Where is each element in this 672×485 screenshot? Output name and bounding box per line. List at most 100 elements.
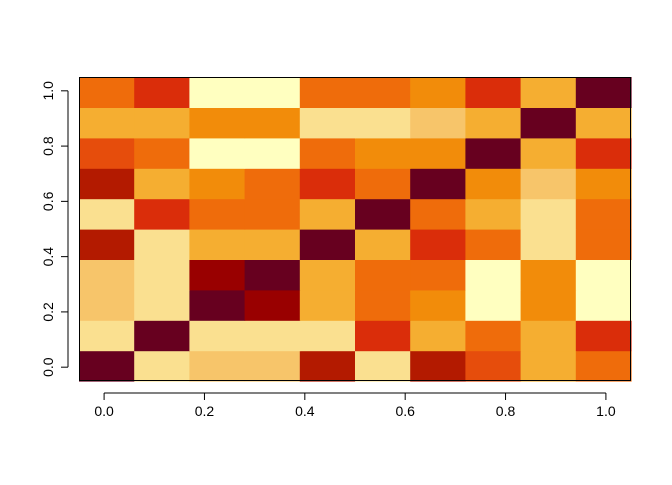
- x-tick-label: 1.0: [596, 403, 616, 419]
- heatmap-cell: [299, 77, 356, 108]
- heatmap-cell: [575, 137, 632, 169]
- heatmap-cell: [520, 320, 577, 352]
- heatmap-cell: [355, 350, 411, 382]
- heatmap-cell: [355, 107, 411, 139]
- heatmap-cell: [520, 289, 577, 321]
- heatmap-cell: [299, 350, 356, 382]
- heatmap-cell: [299, 289, 356, 321]
- heatmap-cell: [189, 137, 246, 169]
- heatmap-cell: [520, 350, 577, 382]
- heatmap-cell: [79, 259, 135, 291]
- heatmap-cell: [134, 289, 190, 321]
- y-tick-label: 1.0: [40, 81, 56, 101]
- heatmap-cell: [189, 229, 246, 260]
- heatmap-cell: [410, 320, 466, 352]
- heatmap-cell: [189, 198, 246, 230]
- y-axis: 0.0 0.2 0.4 0.6 0.8 1.0: [40, 81, 69, 377]
- heatmap-cell: [575, 77, 632, 108]
- heatmap-cell: [355, 168, 411, 200]
- x-tick-label: 0.2: [195, 403, 215, 419]
- heatmap-cell: [410, 107, 466, 139]
- heatmap-cell: [79, 107, 135, 139]
- heatmap-cell: [520, 77, 577, 108]
- heatmap-cell: [134, 168, 190, 200]
- heatmap-cell: [520, 168, 577, 200]
- x-tick-label: 0.0: [94, 403, 114, 419]
- heatmap-cell: [410, 259, 466, 291]
- y-tick-label: 0.2: [40, 302, 56, 322]
- heatmap-cell: [410, 289, 466, 321]
- heatmap-cell: [299, 229, 356, 260]
- heatmap-cell: [465, 198, 522, 230]
- heatmap-cell: [520, 198, 577, 230]
- heatmap-cell: [355, 198, 411, 230]
- heatmap-cell: [355, 259, 411, 291]
- heatmap-cell: [575, 350, 632, 382]
- heatmap-cell: [355, 229, 411, 260]
- heatmap-cell: [520, 259, 577, 291]
- heatmap-cell: [575, 289, 632, 321]
- heatmap-cell: [465, 350, 522, 382]
- heatmap-cell: [244, 137, 301, 169]
- heatmap-cell: [244, 198, 301, 230]
- heatmap-cell: [410, 168, 466, 200]
- heatmap-cell: [134, 107, 190, 139]
- heatmap-cell: [79, 350, 135, 382]
- heatmap-cell: [134, 77, 190, 108]
- heatmap-cell: [410, 198, 466, 230]
- heatmap-cell: [465, 320, 522, 352]
- heatmap-cell: [244, 107, 301, 139]
- heatmap-cell: [244, 320, 301, 352]
- heatmap-cell: [410, 350, 466, 382]
- heatmap-cell: [134, 198, 190, 230]
- heatmap-cell: [79, 229, 135, 260]
- heatmap-cell: [410, 137, 466, 169]
- heatmap-cell: [465, 289, 522, 321]
- heatmap-cell: [520, 229, 577, 260]
- heatmap-cell: [299, 168, 356, 200]
- heatmap-cell: [520, 107, 577, 139]
- heatmap-cell: [575, 259, 632, 291]
- heatmap-cell: [189, 320, 246, 352]
- heatmap-cell: [355, 77, 411, 108]
- plot-border: [79, 77, 631, 381]
- heatmap-cell: [79, 77, 135, 108]
- heatmap-cell: [79, 198, 135, 230]
- x-tick-label: 0.6: [395, 403, 415, 419]
- heatmap-cell: [575, 107, 632, 139]
- heatmap-cell: [189, 289, 246, 321]
- heatmap-cell: [410, 229, 466, 260]
- heatmap-cell: [299, 107, 356, 139]
- heatmap-cell: [410, 77, 466, 108]
- heatmap-cell: [465, 107, 522, 139]
- heatmap-cell: [134, 137, 190, 169]
- x-tick-label: 0.4: [295, 403, 315, 419]
- heatmap-cell: [244, 168, 301, 200]
- heatmap-cell: [299, 259, 356, 291]
- y-tick-label: 0.0: [40, 357, 56, 377]
- heatmap-cell: [355, 289, 411, 321]
- heatmap-cell: [134, 259, 190, 291]
- heatmap-cell: [355, 137, 411, 169]
- heatmap-cell: [465, 168, 522, 200]
- heatmap-cell: [575, 198, 632, 230]
- heatmap-cell: [244, 259, 301, 291]
- heatmap-cell: [189, 259, 246, 291]
- y-tick-label: 0.4: [40, 247, 56, 267]
- heatmap-cell: [299, 198, 356, 230]
- heatmap-cell: [244, 77, 301, 108]
- heatmap-cell: [189, 77, 246, 108]
- heatmap-cell: [465, 77, 522, 108]
- heatmap-cell: [244, 350, 301, 382]
- heatmap-cell: [79, 168, 135, 200]
- heatmap-cell: [189, 168, 246, 200]
- heatmap-cell: [465, 259, 522, 291]
- heatmap-cell: [189, 107, 246, 139]
- heatmap-cell: [134, 229, 190, 260]
- heatmap-cell: [465, 137, 522, 169]
- heatmap-cell: [79, 289, 135, 321]
- heatmap-cell: [134, 350, 190, 382]
- heatmap-cells: [79, 77, 632, 382]
